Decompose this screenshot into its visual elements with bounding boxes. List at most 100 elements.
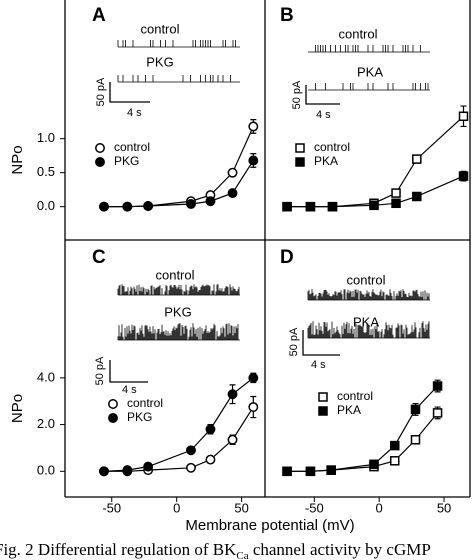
- marker: [282, 201, 292, 212]
- marker: [227, 167, 238, 178]
- legend-label: control: [127, 396, 163, 410]
- marker: [305, 201, 316, 212]
- marker: [143, 201, 154, 211]
- marker: [410, 435, 421, 445]
- x-tick-label: 0: [173, 500, 180, 515]
- marker: [391, 198, 401, 209]
- current-trace: [117, 40, 240, 48]
- scale-label: 4 s: [316, 109, 331, 121]
- current-trace: [117, 323, 240, 341]
- scale-bar: [302, 330, 340, 356]
- scale-label: 4 s: [122, 384, 137, 396]
- marker: [458, 111, 469, 122]
- current-trace: [308, 45, 430, 53]
- current-trace: [117, 75, 240, 83]
- trace-label: control: [338, 26, 377, 41]
- legend-label: PKA: [337, 403, 361, 417]
- marker: [143, 461, 154, 472]
- scale-label: 4 s: [311, 359, 326, 371]
- marker: [282, 466, 292, 477]
- legend-label: PKG: [114, 154, 139, 168]
- marker: [412, 191, 422, 202]
- marker: [327, 201, 338, 212]
- marker: [248, 402, 259, 412]
- legend-label: PKA: [314, 154, 338, 168]
- scale-bar: [109, 82, 150, 103]
- current-trace: [307, 321, 430, 339]
- marker: [389, 456, 400, 466]
- scale-label: 50 pA: [288, 327, 300, 356]
- legend-marker: [318, 392, 328, 402]
- marker: [369, 459, 379, 470]
- x-tick-label: 0: [376, 500, 383, 515]
- y-tick-label: 0.5: [37, 164, 55, 179]
- legend-marker: [108, 399, 118, 409]
- marker: [458, 171, 469, 181]
- y-tick-label: 0.0: [37, 198, 55, 213]
- marker: [412, 154, 422, 164]
- scale-label: 50 pA: [94, 356, 106, 385]
- trace-label: PKG: [164, 304, 191, 319]
- legend-marker: [295, 143, 305, 153]
- marker: [122, 465, 133, 476]
- caption-text: Fig. 2 Differential regulation of BK: [0, 540, 237, 559]
- marker: [248, 372, 259, 383]
- marker: [186, 462, 196, 473]
- marker: [326, 465, 336, 475]
- marker: [99, 466, 109, 477]
- legend-label: control: [114, 140, 150, 154]
- marker: [432, 381, 443, 391]
- marker: [410, 404, 421, 415]
- y-axis-label: NPo: [9, 145, 26, 174]
- scale-label: 50 pA: [291, 80, 303, 109]
- trace-label: control: [140, 21, 179, 36]
- legend-label: control: [337, 389, 373, 403]
- legend-marker: [95, 143, 105, 153]
- y-tick-label: 4.0: [37, 369, 55, 384]
- trace-label: control: [155, 267, 194, 282]
- marker: [389, 440, 400, 451]
- legend-marker: [95, 157, 105, 167]
- x-tick-label: 50: [437, 500, 451, 515]
- caption: Fig. 2 Differential regulation of BKCa c…: [0, 540, 431, 560]
- x-tick-label: -50: [305, 500, 324, 515]
- x-tick-label: -50: [102, 500, 121, 515]
- marker: [248, 155, 259, 166]
- marker: [186, 199, 196, 209]
- panel-letter: B: [280, 5, 294, 26]
- marker: [432, 408, 443, 418]
- legend-label: control: [314, 140, 350, 154]
- current-trace: [308, 83, 430, 91]
- y-tick-label: 0.0: [37, 463, 55, 478]
- marker: [99, 201, 109, 212]
- trace-label: PKG: [146, 54, 173, 69]
- y-tick-label: 2.0: [37, 416, 55, 431]
- x-tick-label: 50: [234, 500, 248, 515]
- scale-bar: [305, 85, 340, 105]
- scale-label: 4 s: [127, 107, 142, 119]
- panel-letter: C: [92, 247, 106, 268]
- marker: [248, 121, 259, 132]
- legend-marker: [108, 413, 118, 423]
- legend-marker: [318, 406, 328, 416]
- panel-frames: [64, 0, 471, 498]
- marker: [205, 424, 216, 435]
- marker: [186, 445, 196, 456]
- y-tick-label: 1.0: [37, 130, 55, 145]
- caption-subscript: Ca: [236, 550, 248, 560]
- marker: [205, 454, 216, 465]
- marker: [205, 196, 216, 207]
- caption-text: channel activity by cGMP: [249, 540, 431, 559]
- panel-letter: D: [280, 247, 294, 268]
- scale-label: 50 pA: [95, 77, 107, 106]
- x-axis-label: Membrane potential (mV): [185, 517, 354, 534]
- trace-label: PKA: [353, 314, 379, 329]
- marker: [227, 434, 238, 445]
- trace-label: PKA: [357, 64, 383, 79]
- y-axis-label: NPo: [9, 394, 26, 423]
- marker: [391, 188, 401, 198]
- scale-bar: [109, 360, 148, 383]
- marker: [227, 389, 238, 400]
